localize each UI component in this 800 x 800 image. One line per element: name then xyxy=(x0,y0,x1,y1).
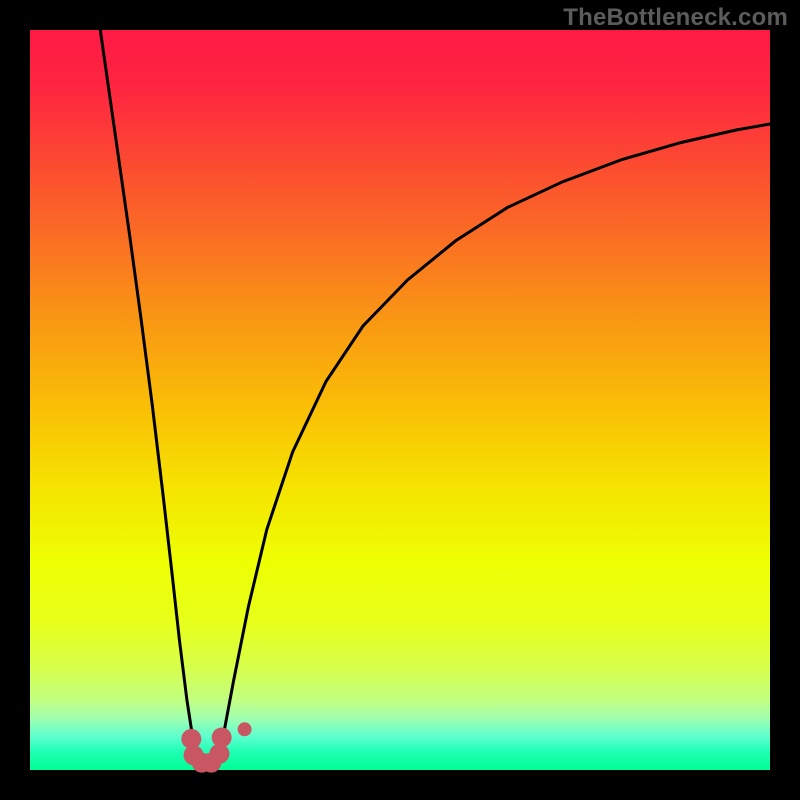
bottleneck-curve-plot xyxy=(0,0,800,800)
marker-dot xyxy=(212,727,232,747)
plot-background xyxy=(30,30,770,770)
marker-lone-dot xyxy=(238,722,252,736)
chart-canvas: TheBottleneck.com xyxy=(0,0,800,800)
marker-dot xyxy=(238,722,252,736)
